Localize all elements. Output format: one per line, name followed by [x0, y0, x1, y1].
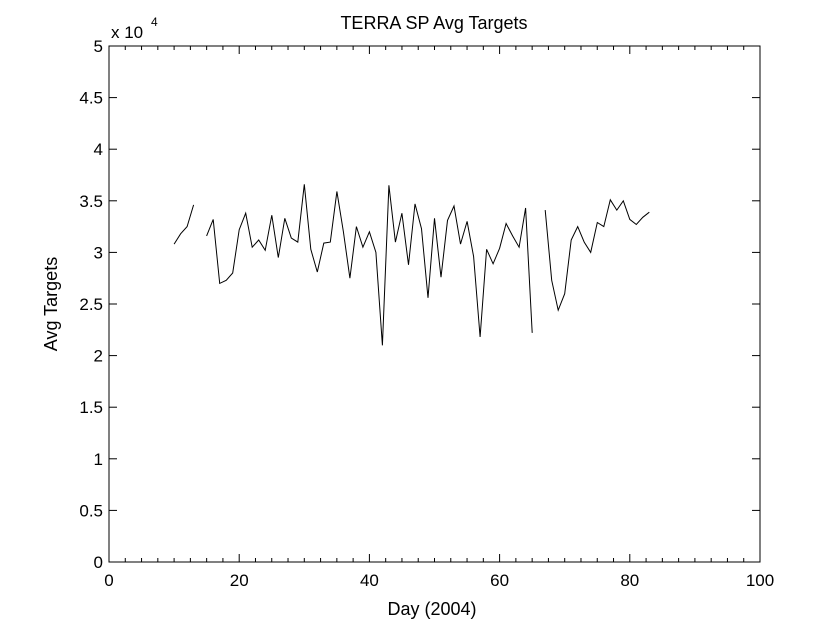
x-tick-label: 40 — [360, 571, 379, 590]
x-tick-label: 0 — [104, 571, 113, 590]
y-tick-label: 1 — [94, 450, 103, 469]
y-tick-label: 2 — [94, 347, 103, 366]
axis-ticks — [108, 45, 761, 563]
y-tick-label: 4.5 — [79, 89, 103, 108]
y-tick-label: 5 — [94, 37, 103, 56]
y-tick-label: 3 — [94, 243, 103, 262]
x-tick-label: 60 — [490, 571, 509, 590]
y-tick-label: 2.5 — [79, 295, 103, 314]
series-line-segment — [206, 184, 533, 346]
x-axis-title: Day (2004) — [387, 599, 476, 619]
y-tick-labels: 0 0.5 1 1.5 2 2.5 3 3.5 4 4.5 5 — [79, 37, 103, 572]
data-lines — [173, 184, 650, 346]
y-tick-label: 1.5 — [79, 398, 103, 417]
x-tick-label: 80 — [620, 571, 639, 590]
y-tick-label: 3.5 — [79, 192, 103, 211]
series-line-segment — [544, 198, 650, 312]
y-tick-label: 0.5 — [79, 501, 103, 520]
y-multiplier-label: x 10 — [111, 23, 143, 42]
chart-title: TERRA SP Avg Targets — [340, 13, 527, 33]
plot-area — [108, 45, 761, 563]
x-tick-labels: 0 20 40 60 80 100 — [104, 571, 774, 590]
x-tick-label: 100 — [746, 571, 774, 590]
y-multiplier-exponent: 4 — [151, 15, 158, 29]
y-tick-label: 0 — [94, 553, 103, 572]
y-tick-label: 4 — [94, 140, 103, 159]
series-line-segment — [173, 204, 195, 245]
y-axis-title: Avg Targets — [41, 257, 61, 351]
x-tick-label: 20 — [230, 571, 249, 590]
